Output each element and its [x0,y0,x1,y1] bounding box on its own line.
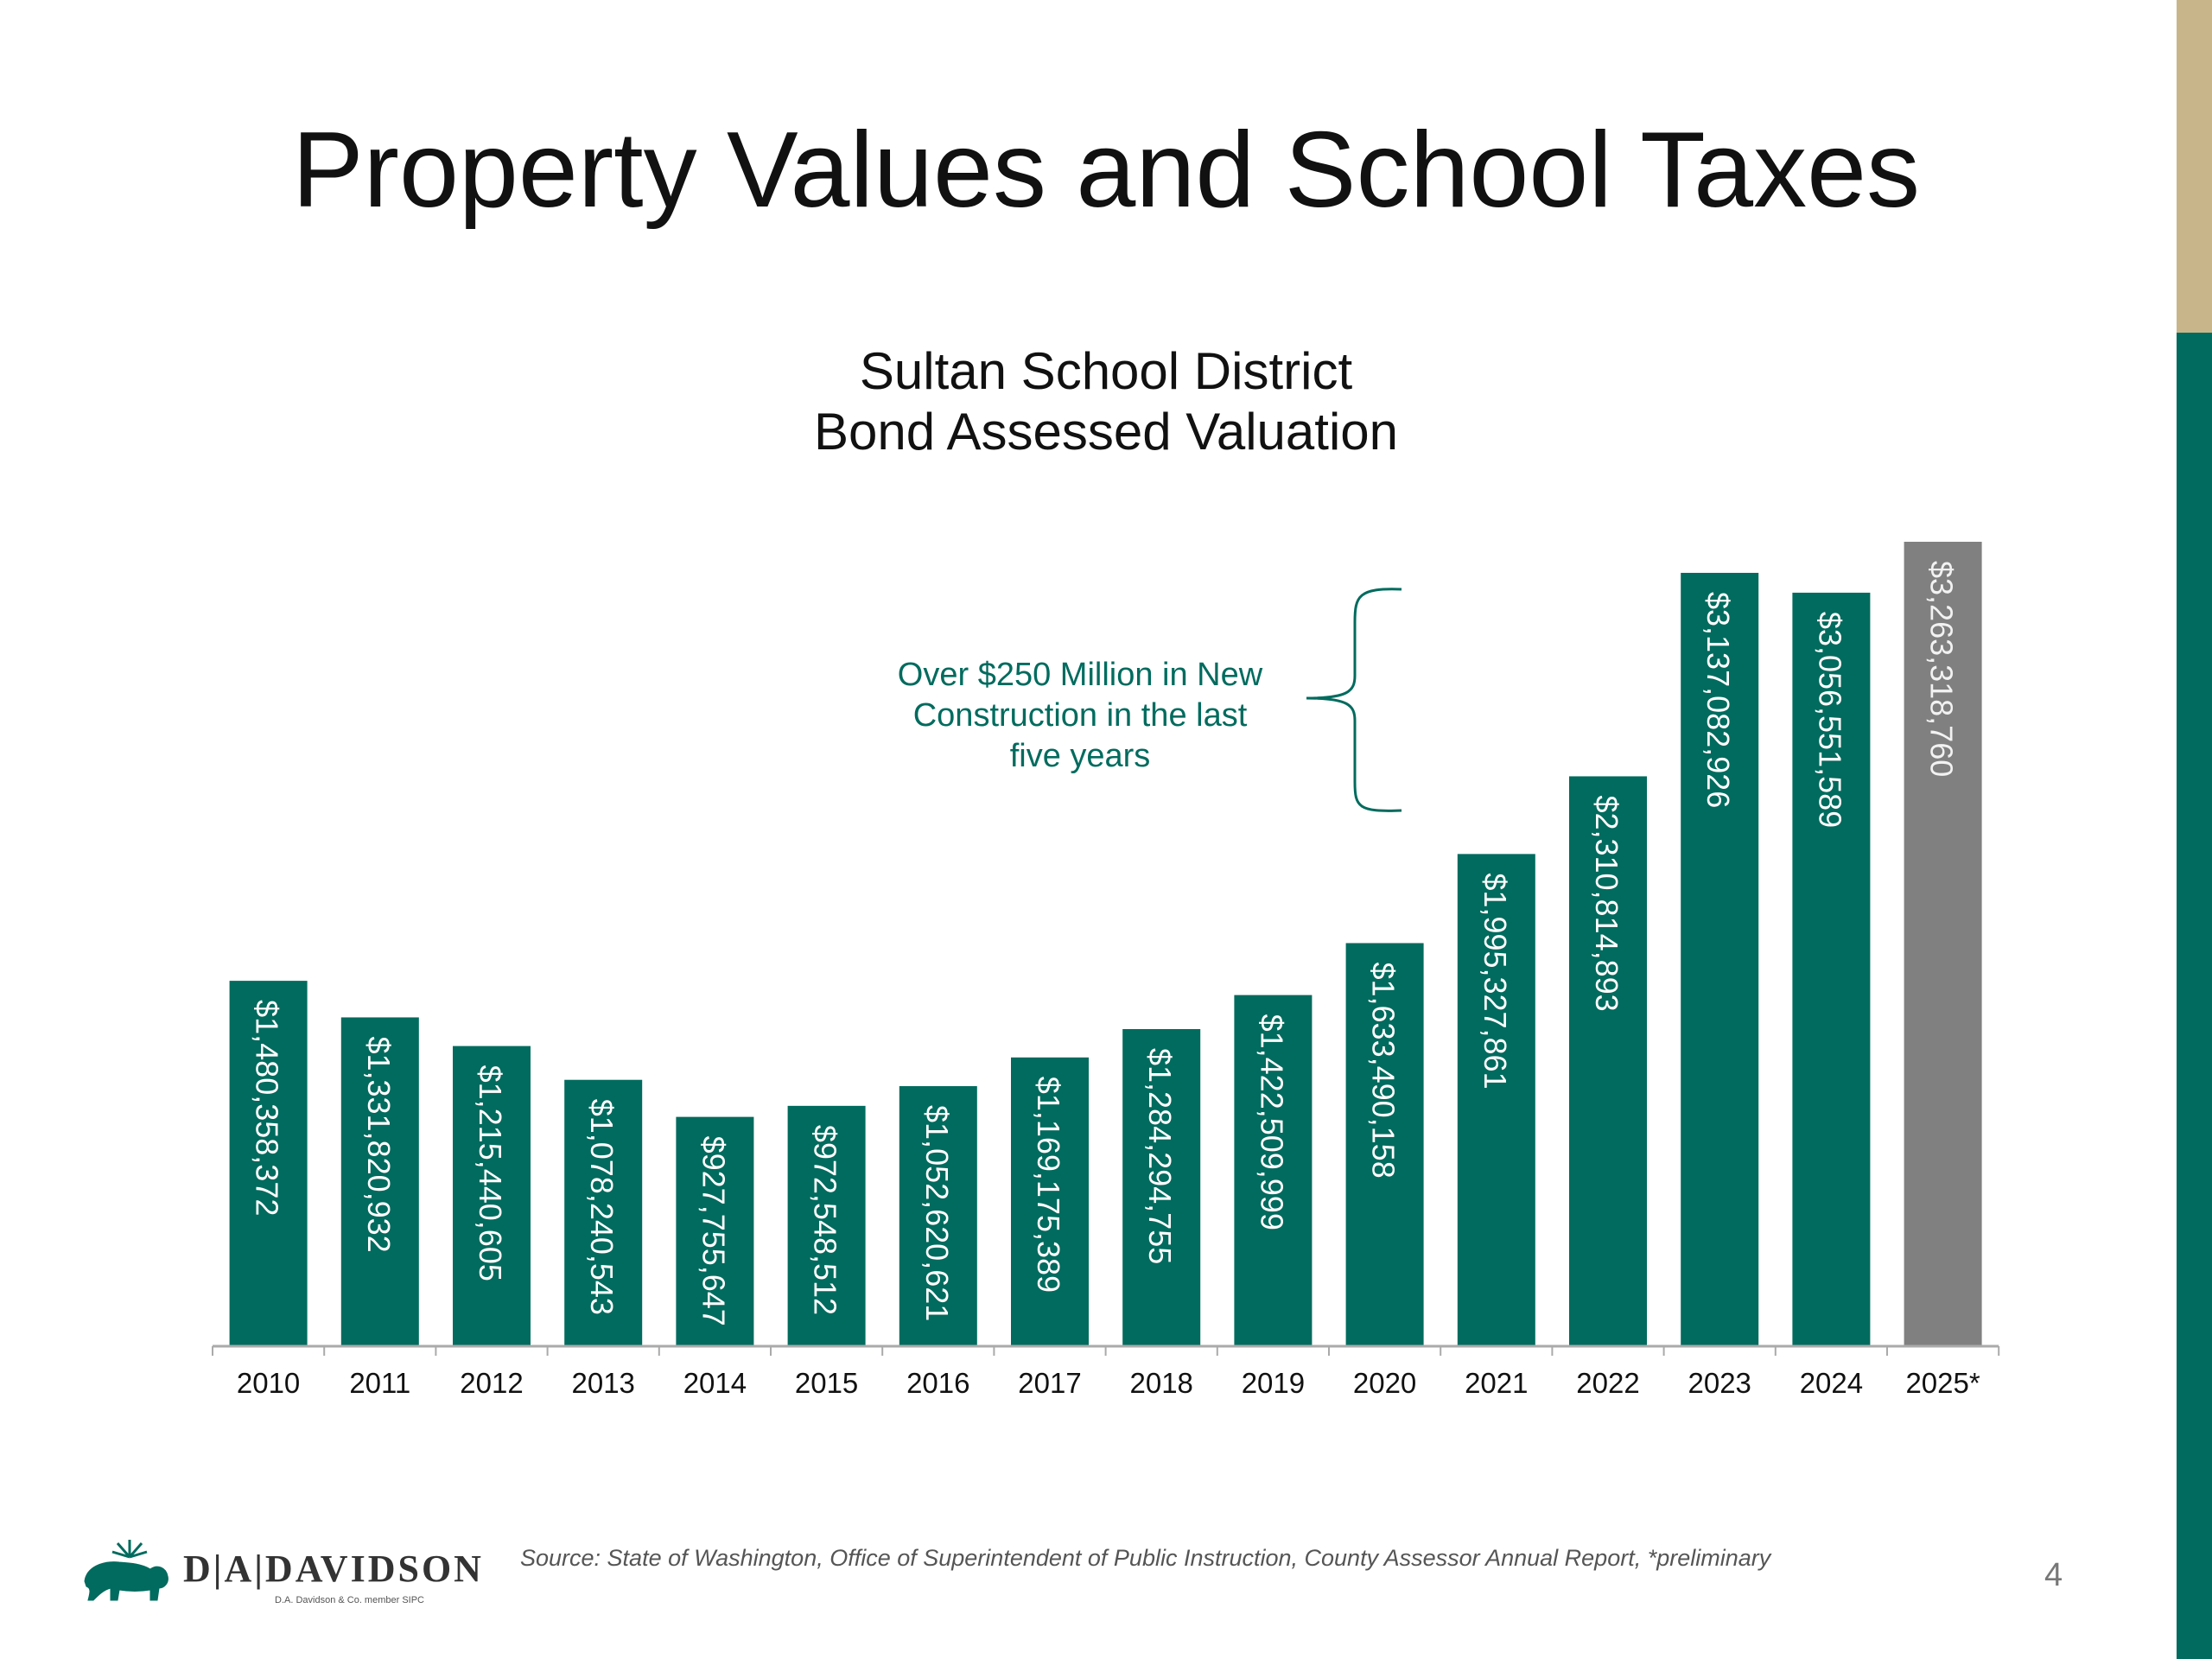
bar-value-label: $1,633,490,158 [1366,962,1402,1178]
source-note: Source: State of Washington, Office of S… [520,1545,1771,1571]
page-number: 4 [2044,1557,2063,1593]
chart-title-line-1: Sultan School District [859,342,1353,400]
x-tick-label: 2018 [1129,1367,1192,1399]
x-tick-label: 2024 [1800,1367,1863,1399]
slide-title: Property Values and School Taxes [291,111,1921,230]
x-tick-label: 2016 [906,1367,969,1399]
bar-value-label: $1,215,440,605 [473,1065,508,1281]
bar-2025 [1904,542,1982,1345]
bar-value-label: $972,548,512 [808,1125,843,1315]
bar-2018 [1122,1028,1201,1345]
bar-2021 [1457,854,1535,1345]
bar-value-label: $1,422,509,999 [1254,1014,1289,1230]
x-tick-label: 2017 [1018,1367,1081,1399]
bar-2022 [1569,776,1647,1345]
bar-2017 [1011,1057,1089,1345]
annotation-line-1: Over $250 Million in New [897,657,1263,693]
x-tick-label: 2012 [460,1367,523,1399]
bar-value-label: $3,137,082,926 [1700,592,1736,808]
x-tick-label: 2025* [1905,1367,1980,1399]
bar-value-label: $1,078,240,543 [584,1099,620,1315]
bar-value-label: $1,480,358,372 [250,1000,285,1216]
x-tick-label: 2022 [1576,1367,1639,1399]
x-tick-label: 2014 [683,1367,747,1399]
bar-value-label: $927,755,647 [696,1136,731,1326]
annotation-brace [1306,588,1402,812]
x-tick-label: 2023 [1688,1367,1751,1399]
da-davidson-logo: D|A|DAVIDSON D.A. Davidson & Co. member … [78,1538,481,1616]
logo-text: D|A|DAVIDSON [183,1548,484,1590]
bar-2023 [1681,572,1759,1345]
bison-icon [84,1540,168,1601]
bar-2014 [676,1116,754,1345]
bar-value-label: $2,310,814,893 [1589,795,1624,1011]
bar-2015 [787,1105,866,1345]
x-tick-label: 2021 [1465,1367,1528,1399]
bar-value-label: $1,052,620,621 [919,1105,955,1321]
x-tick-label: 2013 [571,1367,634,1399]
annotation-text: Over $250 Million in New Construction in… [847,655,1313,777]
side-accent-gold [2177,0,2212,333]
bar-2024 [1792,592,1871,1345]
bar-value-label: $1,331,820,932 [361,1036,397,1252]
side-accent-teal [2177,333,2212,1659]
bar-value-label: $1,995,327,861 [1478,873,1513,1089]
annotation-line-3: five years [1009,738,1151,774]
x-tick-label: 2019 [1242,1367,1305,1399]
x-tick-label: 2010 [237,1367,300,1399]
x-tick-label: 2020 [1353,1367,1416,1399]
chart-title: Sultan School District Bond Assessed Val… [0,341,2212,462]
logo-subtext: D.A. Davidson & Co. member SIPC [275,1595,425,1605]
bar-value-label: $1,284,294,755 [1142,1048,1178,1264]
bar-2013 [564,1079,643,1345]
x-tick-label: 2015 [795,1367,858,1399]
bar-2020 [1345,943,1424,1345]
bar-2012 [453,1046,531,1345]
bar-2011 [340,1017,419,1345]
bar-value-label: $1,169,175,389 [1031,1077,1066,1293]
bar-value-label: $3,263,318,760 [1924,561,1960,777]
chart-title-line-2: Bond Assessed Valuation [813,403,1399,461]
bar-2016 [899,1086,977,1345]
annotation-line-2: Construction in the last [912,697,1248,734]
x-tick-label: 2011 [349,1367,410,1399]
bar-2010 [229,981,308,1345]
bar-value-label: $3,056,551,589 [1812,612,1847,828]
bar-2019 [1234,995,1313,1345]
